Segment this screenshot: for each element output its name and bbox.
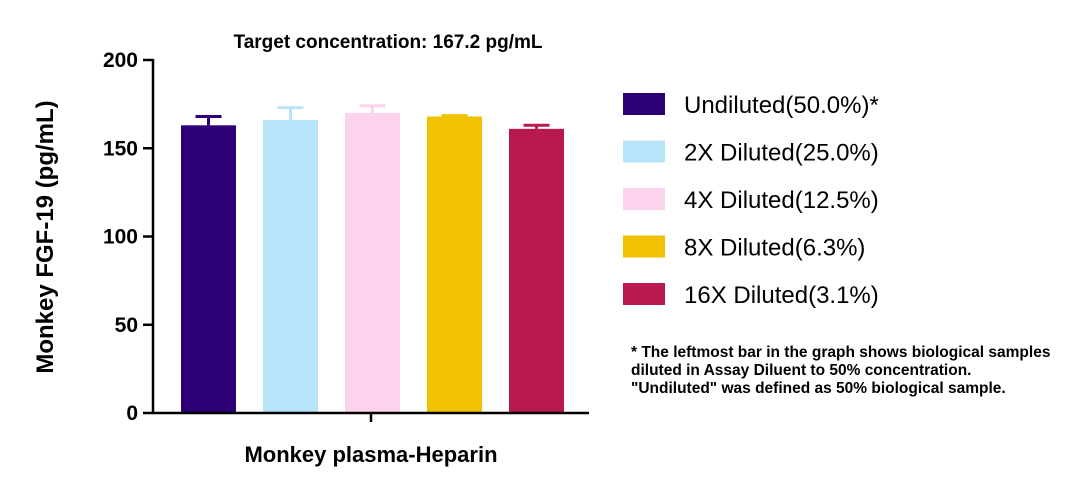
bar-5 <box>509 128 564 413</box>
legend-swatch-5 <box>623 283 665 305</box>
legend-label-4: 8X Diluted(6.3%) <box>684 235 865 262</box>
y-tick-label: 200 <box>103 49 138 72</box>
y-axis-label: Monkey FGF-19 (pg/mL) <box>32 100 59 373</box>
legend-label-3: 4X Diluted(12.5%) <box>684 187 879 214</box>
bar-1 <box>181 125 236 414</box>
bars-group <box>181 104 564 414</box>
y-tick-label: 50 <box>115 314 138 337</box>
footnote: * The leftmost bar in the graph shows bi… <box>631 344 1051 397</box>
legend-swatch-4 <box>623 235 665 258</box>
legend-swatch-2 <box>623 140 665 163</box>
legend-label-1: Undiluted(50.0%)* <box>684 92 879 119</box>
bar-4 <box>427 116 482 413</box>
y-tick-label: 0 <box>126 402 138 425</box>
legend-swatch-3 <box>623 188 665 210</box>
bar-2 <box>263 120 318 413</box>
y-tick-label: 100 <box>103 226 138 249</box>
y-axis-ticks: 0 50 100 150 200 <box>103 49 153 425</box>
legend-label-5: 16X Diluted(3.1%) <box>684 282 879 309</box>
legend-swatch-1 <box>623 93 665 115</box>
x-axis-label: Monkey plasma-Heparin <box>244 442 497 467</box>
legend-label-2: 2X Diluted(25.0%) <box>684 140 879 167</box>
legend: Undiluted(50.0%)* 2X Diluted(25.0%) 4X Dil… <box>623 92 879 309</box>
axes <box>151 59 589 422</box>
chart-title: Target concentration: 167.2 pg/mL <box>234 32 543 53</box>
bar-3 <box>345 112 400 413</box>
y-tick-label: 150 <box>103 137 138 160</box>
